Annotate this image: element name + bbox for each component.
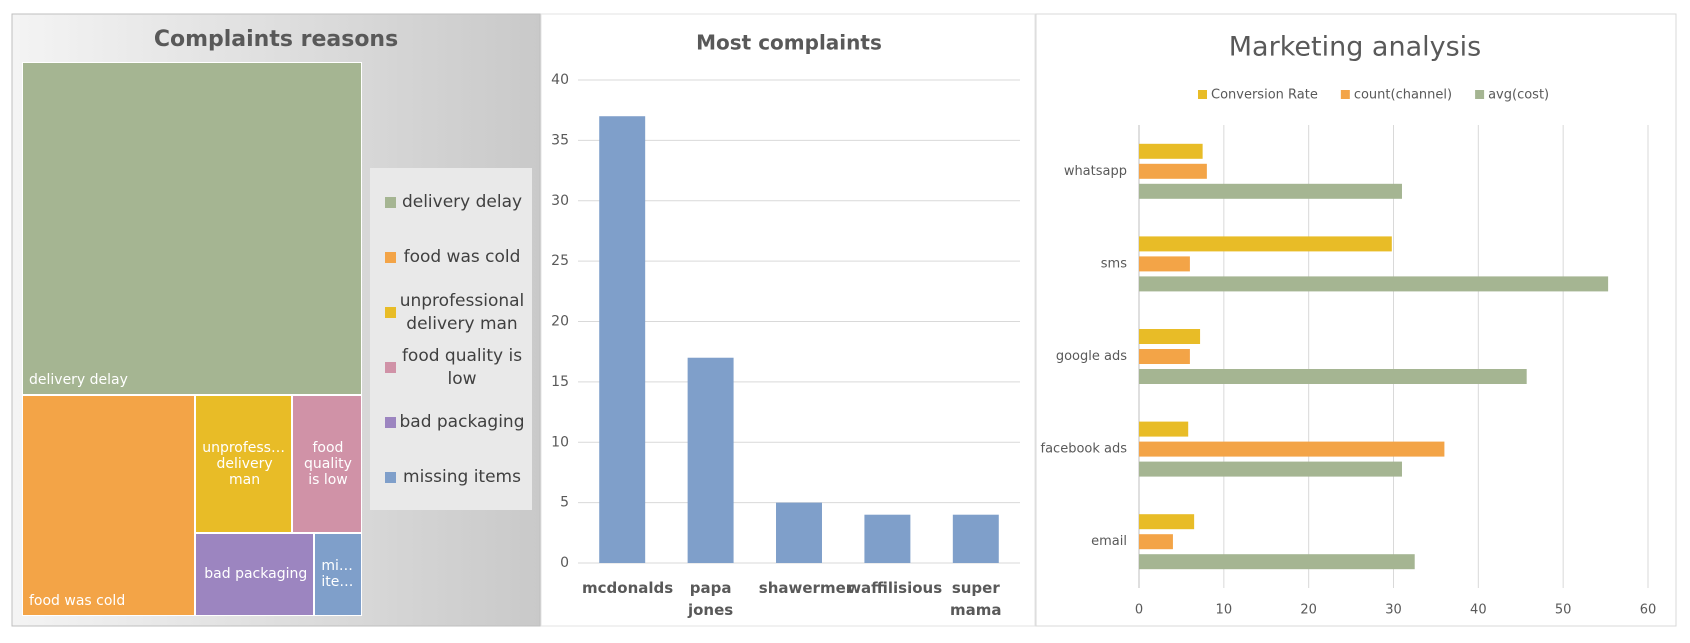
treemap-cell: food quality is low xyxy=(291,395,362,533)
bar xyxy=(1139,514,1195,530)
legend-swatch xyxy=(385,252,396,263)
bar xyxy=(776,502,822,563)
legend-label: unprofessional delivery man xyxy=(399,291,525,334)
treemap-cell: food was cold xyxy=(22,395,196,616)
y-tick-label: sms xyxy=(1101,256,1127,271)
treemap-cell: unprofessional delivery man xyxy=(195,395,292,533)
x-tick-label: 40 xyxy=(1470,603,1487,618)
bar xyxy=(1139,421,1189,437)
legend-label: avg(cost) xyxy=(1488,88,1549,103)
y-tick-label: whatsapp xyxy=(1064,164,1127,179)
y-tick-label: 35 xyxy=(551,132,569,148)
legend-swatch xyxy=(385,197,396,208)
legend-label: missing items xyxy=(403,467,521,487)
legend-label: food was cold xyxy=(403,247,521,267)
bar xyxy=(1139,441,1445,457)
legend-label: food quality is low xyxy=(401,346,523,389)
legend-swatch xyxy=(1475,90,1485,99)
treemap-cell: delivery delay xyxy=(22,62,362,396)
y-tick-label: google ads xyxy=(1056,349,1127,364)
bar xyxy=(1139,534,1173,550)
bar xyxy=(864,514,911,563)
bar xyxy=(1139,349,1190,364)
legend-swatch xyxy=(385,362,396,373)
x-tick-label: 0 xyxy=(1135,603,1143,618)
y-tick-label: 10 xyxy=(551,434,569,450)
y-tick-label: 30 xyxy=(551,193,569,209)
bar xyxy=(599,116,646,563)
cell-label: delivery delay xyxy=(29,372,128,389)
legend-swatch xyxy=(385,472,396,483)
bar xyxy=(1139,276,1609,292)
x-tick-label: papa jones xyxy=(687,579,734,619)
chart-title: Most complaints xyxy=(696,31,882,55)
legend-box xyxy=(370,168,532,510)
legend-label: delivery delay xyxy=(401,192,523,212)
x-tick-label: mcdonalds xyxy=(582,579,674,597)
legend-swatch xyxy=(1340,90,1350,99)
y-tick-label: email xyxy=(1091,534,1127,549)
x-tick-label: 10 xyxy=(1216,603,1233,618)
treemap-cell: bad packaging xyxy=(195,532,315,616)
bar xyxy=(1139,554,1415,570)
legend-label: bad packaging xyxy=(399,412,525,432)
cell-label: food quality is low xyxy=(304,439,352,488)
bar xyxy=(1139,143,1203,159)
bar xyxy=(1139,236,1392,252)
bar xyxy=(1139,183,1402,199)
bar xyxy=(687,357,734,563)
chart-title: Complaints reasons xyxy=(154,27,398,52)
y-tick-label: 20 xyxy=(551,314,569,330)
x-tick-label: waffilisious xyxy=(847,579,943,597)
x-tick-label: shawermer xyxy=(758,579,854,597)
x-tick-label: 30 xyxy=(1385,603,1402,618)
legend-swatch xyxy=(1198,90,1207,99)
x-tick-label: 50 xyxy=(1555,603,1572,618)
legend-label: count(channel) xyxy=(1354,88,1452,103)
legend-label: Conversion Rate xyxy=(1211,88,1318,103)
bar xyxy=(1139,369,1527,384)
legend-swatch xyxy=(385,417,396,428)
bar xyxy=(1139,461,1402,477)
treemap-cell: missing items xyxy=(314,532,362,616)
cell-label: food was cold xyxy=(29,592,126,609)
bar xyxy=(952,514,999,563)
x-tick-label: super mama xyxy=(950,579,1002,619)
y-tick-label: 5 xyxy=(560,495,569,511)
bar xyxy=(1139,256,1190,272)
x-tick-label: 60 xyxy=(1640,603,1657,618)
bar xyxy=(1139,329,1201,344)
x-tick-label: 20 xyxy=(1300,603,1317,618)
panel xyxy=(1035,13,1677,627)
legend-swatch xyxy=(385,307,396,318)
y-tick-label: 0 xyxy=(560,555,569,571)
y-tick-label: 40 xyxy=(551,72,569,88)
y-tick-label: facebook ads xyxy=(1041,442,1128,457)
y-tick-label: 25 xyxy=(551,253,569,269)
cell-label: missing items xyxy=(321,558,357,591)
y-tick-label: 15 xyxy=(551,374,569,390)
chart-title: Marketing analysis xyxy=(1229,32,1481,63)
bar xyxy=(1139,163,1207,179)
cell-label: bad packaging xyxy=(204,566,308,583)
cell-label: unprofessional delivery man xyxy=(202,439,287,488)
